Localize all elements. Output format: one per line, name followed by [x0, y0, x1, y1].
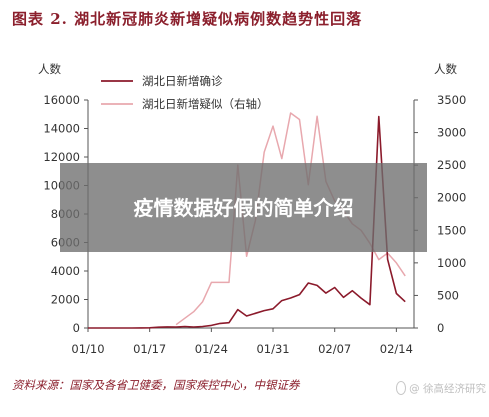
y-left-tick-label: 2000	[51, 293, 80, 307]
legend-label-suspected: 湖北日新增疑似（右轴）	[142, 97, 269, 111]
overlay-banner: 疫情数据好假的简单介绍	[60, 163, 427, 252]
y-right-unit-label: 人数	[434, 62, 457, 76]
y-left-tick-label: 16000	[43, 93, 80, 107]
y-left-tick-label: 4000	[51, 264, 80, 278]
x-tick-label: 02/07	[318, 342, 351, 356]
x-tick-label: 01/10	[71, 342, 104, 356]
watermark-logo-icon	[396, 381, 407, 395]
tick-labels: 0200040006000800010000120001400016000050…	[38, 62, 466, 356]
series-line-confirmed	[88, 115, 406, 329]
y-right-tick-label: 2500	[437, 158, 466, 172]
y-right-tick-label: 1500	[437, 223, 466, 237]
y-right-tick-label: 3000	[437, 126, 466, 140]
source-note: 资料来源：国家及各省卫健委，国家疾控中心，中银证券	[12, 378, 300, 392]
x-tick-label: 01/31	[256, 342, 289, 356]
y-right-tick-label: 1000	[437, 256, 466, 270]
chart-title: 图表 2. 湖北新冠肺炎新增疑似病例数趋势性回落	[12, 10, 363, 28]
y-left-tick-label: 12000	[43, 150, 80, 164]
y-left-unit-label: 人数	[38, 62, 61, 76]
watermark-text: @ 徐高经济研究	[409, 382, 486, 395]
y-right-tick-label: 0	[437, 321, 444, 335]
legend-label-confirmed: 湖北日新增确诊	[142, 74, 223, 88]
y-left-tick-label: 14000	[43, 122, 80, 136]
x-tick-label: 01/24	[195, 342, 228, 356]
x-tick-label: 01/17	[133, 342, 166, 356]
overlay-text: 疫情数据好假的简单介绍	[133, 195, 354, 220]
x-tick-label: 02/14	[380, 342, 413, 356]
y-left-tick-label: 0	[73, 321, 80, 335]
y-right-tick-label: 2000	[437, 191, 466, 205]
y-right-tick-label: 3500	[437, 93, 466, 107]
y-right-tick-label: 500	[437, 288, 459, 302]
watermark: @ 徐高经济研究	[396, 378, 486, 398]
